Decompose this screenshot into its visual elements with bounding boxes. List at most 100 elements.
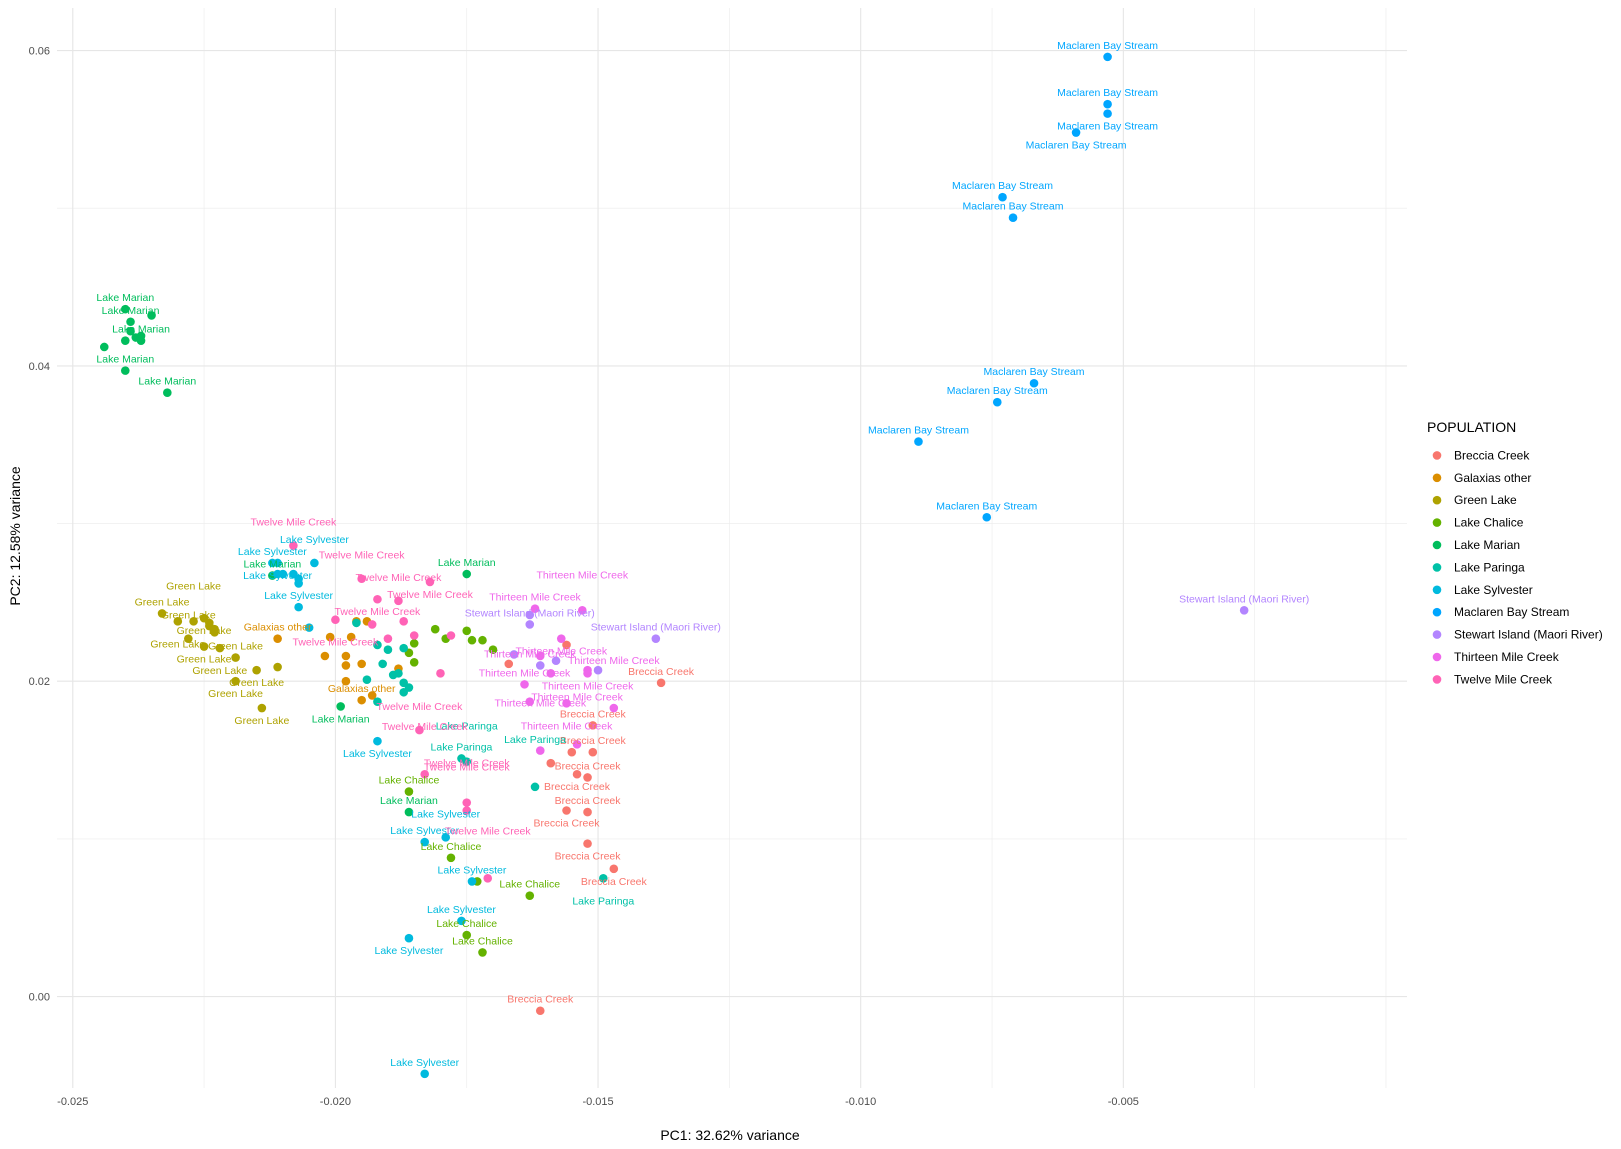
y-tick-label: 0.06 bbox=[29, 46, 50, 58]
data-point bbox=[588, 721, 598, 730]
data-point bbox=[120, 336, 130, 345]
point-label: Maclaren Bay Stream bbox=[1026, 140, 1127, 152]
data-point bbox=[394, 596, 403, 606]
data-point bbox=[404, 787, 414, 796]
point-label: Green Lake bbox=[161, 610, 216, 622]
data-point bbox=[462, 569, 472, 579]
data-point bbox=[530, 604, 540, 614]
data-point bbox=[325, 632, 335, 642]
x-tick-label: -0.020 bbox=[320, 1096, 351, 1108]
data-point bbox=[562, 640, 571, 650]
data-point bbox=[572, 769, 582, 779]
data-point bbox=[373, 697, 382, 707]
data-point bbox=[982, 512, 992, 522]
data-point bbox=[504, 659, 514, 669]
data-point bbox=[457, 916, 466, 926]
data-point bbox=[488, 645, 498, 654]
point-label: Breccia Creek bbox=[555, 795, 622, 807]
point-label: Lake Marian bbox=[138, 376, 196, 388]
data-point bbox=[467, 635, 477, 645]
data-point bbox=[483, 874, 493, 883]
point-label: Lake Chalice bbox=[379, 775, 440, 787]
point-label: Twelve Mile Creek bbox=[387, 589, 474, 601]
data-point bbox=[252, 665, 261, 675]
point-label: Twelve Mile Creek bbox=[445, 825, 532, 837]
data-point bbox=[399, 617, 408, 626]
data-point bbox=[556, 634, 566, 643]
point-label: Lake Sylvester bbox=[390, 1057, 459, 1069]
data-point bbox=[409, 658, 419, 667]
x-tick-label: -0.025 bbox=[57, 1096, 88, 1108]
point-label: Breccia Creek bbox=[560, 735, 627, 747]
data-point bbox=[525, 891, 535, 900]
data-point bbox=[352, 618, 361, 628]
data-point bbox=[420, 1069, 430, 1079]
point-label: Lake Sylvester bbox=[238, 546, 307, 558]
y-tick-label: 0.04 bbox=[29, 361, 50, 373]
point-label: Lake Marian bbox=[380, 795, 438, 807]
data-point bbox=[357, 574, 366, 584]
point-label: Lake Marian bbox=[96, 354, 154, 366]
legend-entry-label: Galaxias other bbox=[1454, 471, 1531, 485]
point-label: Lake Paringa bbox=[431, 741, 493, 753]
y-tick-label: 0.00 bbox=[29, 992, 50, 1004]
point-label: Twelve Mile Creek bbox=[293, 637, 380, 649]
point-label: Lake Marian bbox=[312, 713, 370, 725]
data-point bbox=[583, 839, 592, 848]
point-label: Stewart Island (Maori River) bbox=[1179, 593, 1309, 605]
legend-entry-label: Lake Paringa bbox=[1454, 560, 1525, 574]
point-label: Maclaren Bay Stream bbox=[984, 366, 1085, 378]
point-label: Green Lake bbox=[166, 580, 221, 592]
data-point bbox=[525, 697, 535, 707]
point-label: Green Lake bbox=[208, 688, 263, 700]
data-point bbox=[572, 739, 582, 749]
data-point bbox=[341, 651, 351, 661]
point-label: Lake Paringa bbox=[504, 734, 566, 746]
data-point bbox=[394, 669, 403, 678]
point-label: Twelve Mile Creek bbox=[319, 550, 406, 562]
point-label: Lake Paringa bbox=[436, 721, 498, 733]
point-label: Maclaren Bay Stream bbox=[1057, 87, 1158, 99]
point-label: Thirteen Mile Creek bbox=[531, 691, 623, 703]
data-point bbox=[535, 651, 545, 661]
data-point bbox=[362, 675, 372, 684]
data-point bbox=[593, 665, 603, 675]
point-label: Lake Sylvester bbox=[243, 570, 312, 582]
data-point bbox=[346, 632, 356, 642]
data-point bbox=[278, 569, 288, 579]
point-label: Breccia Creek bbox=[581, 876, 648, 888]
legend-key bbox=[1432, 451, 1442, 460]
data-point bbox=[1008, 213, 1018, 222]
legend-key bbox=[1432, 585, 1442, 595]
data-point bbox=[535, 1006, 545, 1016]
data-point bbox=[205, 621, 214, 631]
point-label: Breccia Creek bbox=[544, 781, 611, 793]
data-point bbox=[462, 806, 472, 815]
data-point bbox=[462, 798, 472, 807]
data-point bbox=[562, 806, 571, 815]
data-point bbox=[462, 626, 472, 636]
point-label: Twelve Mile Creek bbox=[335, 606, 422, 618]
point-label: Stewart Island (Maori River) bbox=[465, 607, 595, 619]
data-point bbox=[189, 617, 198, 626]
data-point bbox=[478, 635, 487, 645]
data-point bbox=[1103, 109, 1112, 118]
legend-key bbox=[1432, 540, 1442, 550]
point-label: Thirteen Mile Creek bbox=[521, 720, 613, 732]
point-label: Lake Chalice bbox=[499, 879, 560, 891]
point-label: Thirteen Mile Creek bbox=[515, 646, 607, 658]
data-point bbox=[184, 634, 193, 643]
data-point bbox=[357, 695, 366, 705]
data-point bbox=[1103, 52, 1112, 62]
data-point bbox=[1071, 128, 1081, 137]
legend-key bbox=[1432, 563, 1442, 572]
legend-key bbox=[1432, 607, 1442, 617]
data-point bbox=[509, 650, 519, 659]
data-point bbox=[373, 594, 382, 604]
point-label: Lake Marian bbox=[438, 557, 496, 569]
data-point bbox=[583, 773, 592, 782]
point-labels: Breccia Creek Breccia Creek Breccia Creek B… bbox=[96, 40, 1309, 1069]
legend-entry-label: Breccia Creek bbox=[1454, 448, 1530, 462]
legend-key bbox=[1432, 495, 1442, 505]
